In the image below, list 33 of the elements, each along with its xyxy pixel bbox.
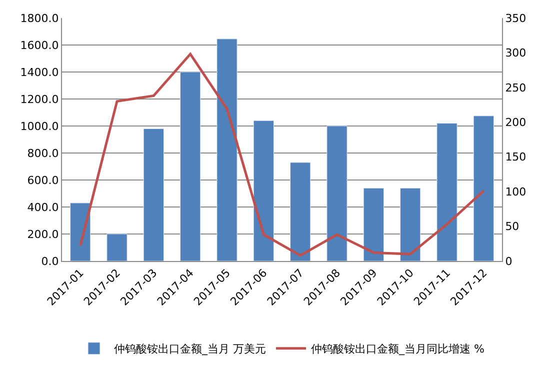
y-tick-label: 400.0 <box>27 200 59 214</box>
y-tick-label: 200.0 <box>27 228 59 241</box>
line-series <box>79 52 485 257</box>
bar <box>70 202 91 261</box>
y2-tick-label: 350 <box>505 12 526 25</box>
bar <box>290 162 311 261</box>
y-tick-label: 1600.0 <box>20 38 59 52</box>
bar <box>216 38 238 261</box>
bar <box>143 128 164 261</box>
y-tick-label: 800.0 <box>27 146 59 160</box>
y2-tick-label: 50 <box>505 220 520 234</box>
bar <box>436 123 458 261</box>
legend-label: 仲钨酸铵出口金额_当月同比增速 % <box>311 342 484 356</box>
y-tick-label: 1400.0 <box>20 66 59 79</box>
legend-label: 仲钨酸铵出口金额_当月 万美元 <box>114 342 266 356</box>
y2-tick-label: 0 <box>505 254 512 268</box>
y2-tick-label: 150 <box>505 150 526 164</box>
y2-tick-label: 300 <box>505 46 526 60</box>
y2-tick-label: 200 <box>505 116 526 129</box>
y-tick-label: 1800.0 <box>20 12 59 25</box>
y2-tick-label: 100 <box>505 185 526 198</box>
y-tick-label: 1200.0 <box>20 92 59 106</box>
y2-tick-label: 250 <box>505 81 526 94</box>
bar <box>106 234 128 261</box>
bar <box>363 188 384 261</box>
bar <box>400 188 421 261</box>
y-tick-label: 600.0 <box>27 174 59 187</box>
y-tick-label: 1000.0 <box>20 120 59 133</box>
y-tick-label: 0.0 <box>41 254 59 268</box>
bar <box>253 120 274 261</box>
bar <box>473 116 494 261</box>
bar <box>180 72 201 261</box>
bar <box>326 126 348 261</box>
